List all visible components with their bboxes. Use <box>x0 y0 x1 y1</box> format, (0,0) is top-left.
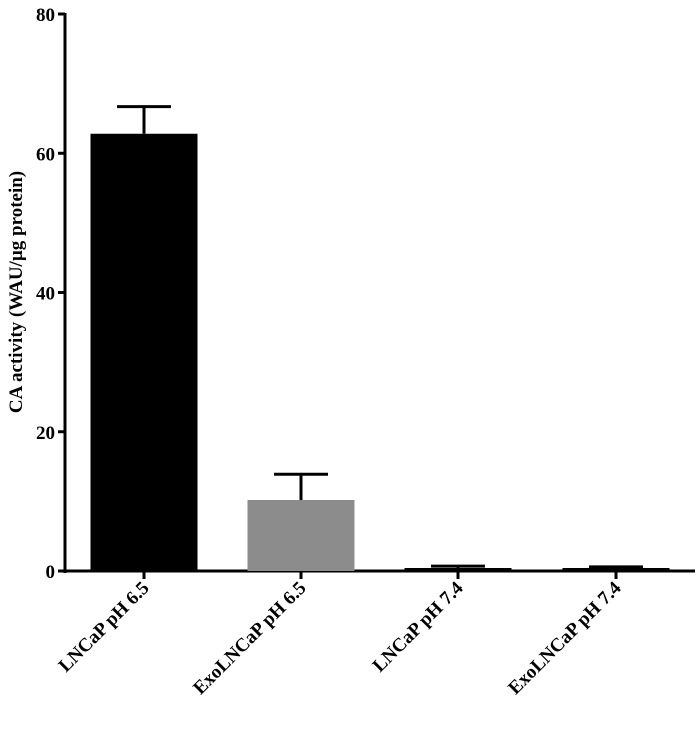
y-axis-title: CA activity (WAU/µg protein) <box>6 171 27 413</box>
x-category-label: LNCaP pH 7.4 <box>369 577 468 676</box>
y-tick-label: 60 <box>36 144 55 165</box>
y-tick-label: 20 <box>36 423 55 444</box>
x-axis: LNCaP pH 6.5 ExoLNCaP pH 6.5 LNCaP pH 7.4 E… <box>55 569 695 699</box>
x-category-label: LNCaP pH 6.5 <box>55 578 154 677</box>
y-axis: 0 20 40 60 80 <box>36 5 67 583</box>
bar <box>562 568 670 571</box>
bars <box>90 105 670 571</box>
y-tick-label: 0 <box>46 562 56 583</box>
x-category-label: ExoLNCaP pH 6.5 <box>189 578 310 699</box>
bar <box>90 133 198 571</box>
y-tick-label: 40 <box>36 284 55 305</box>
x-category-label: ExoLNCaP pH 7.4 <box>504 577 626 699</box>
bar <box>247 499 355 571</box>
y-tick-label: 80 <box>36 5 55 26</box>
